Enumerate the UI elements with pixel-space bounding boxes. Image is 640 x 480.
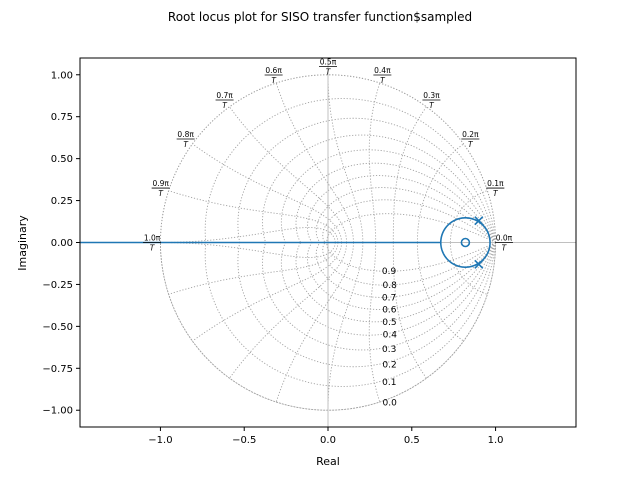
damping-label: 0.5 [382,318,396,328]
damping-label: 0.7 [382,293,396,303]
wn-label-numerator: 0.0π [496,234,513,243]
natural-frequency-curve [327,242,364,411]
wn-label-numerator: 0.6π [265,66,282,75]
wn-label-denominator: T [222,101,228,110]
y-axis-label: Imaginary [16,215,29,271]
y-tick-label: 0.50 [51,154,73,165]
wn-label-numerator: 0.3π [423,91,440,100]
damping-curve [204,98,497,243]
damping-label: 0.8 [383,281,398,291]
natural-frequency-curve [275,82,354,243]
damping-curve [280,149,496,243]
damping-label: 0.3 [382,345,396,355]
damping-curve [326,213,496,243]
wn-label-denominator: T [271,76,277,85]
damping-curve [322,242,496,286]
damping-label: 0.9 [382,267,397,277]
wn-label-numerator: 0.4π [374,66,391,75]
natural-frequency-curve [392,242,427,379]
y-tick-label: 0.00 [51,238,73,249]
y-tick-label: −1.00 [42,406,73,417]
natural-frequency-curve [368,82,381,243]
natural-frequency-curve [160,242,336,258]
natural-frequency-curve [168,190,339,243]
damping-curve [315,242,496,298]
wn-label-denominator: T [493,189,499,198]
damping-curve [262,134,496,243]
wn-label-numerator: 0.5π [320,57,337,66]
wn-label-numerator: 0.9π [152,179,169,188]
damping-curve [295,242,496,323]
wn-label-denominator: T [158,189,164,198]
wn-label-denominator: T [150,244,156,253]
damping-curve [322,199,496,243]
wn-label-numerator: 0.8π [177,130,194,139]
natural-frequency-curve [192,242,343,342]
wn-label-denominator: T [183,140,189,149]
x-tick-label: 0.5 [404,435,420,446]
wn-label-numerator: 0.1π [487,179,504,188]
y-tick-label: 0.25 [51,196,73,207]
y-tick-label: −0.75 [42,364,73,375]
wn-label-denominator: T [502,244,508,253]
natural-frequency-curve [449,242,488,295]
natural-frequency-curve [416,143,464,243]
damping-label: 0.6 [382,305,397,315]
wn-label-numerator: 1.0π [144,234,161,243]
natural-frequency-curve [327,74,364,243]
damping-curve [237,117,497,243]
wn-label-denominator: T [468,140,474,149]
natural-frequency-curve [168,242,339,295]
y-tick-label: 0.75 [51,112,73,123]
damping-label: 0.0 [383,398,398,408]
natural-frequency-curve [368,242,381,403]
y-tick-label: −0.25 [42,280,73,291]
y-tick-label: 1.00 [51,70,73,81]
natural-frequency-curve [192,143,343,243]
damping-curve [315,187,496,243]
damping-curve [159,242,497,411]
natural-frequency-curve [392,106,427,243]
damping-curve [204,242,497,387]
damping-label: 0.2 [382,360,396,370]
damping-curve [306,242,496,310]
natural-frequency-curve [160,227,336,243]
damping-curve [237,242,497,368]
damping-curve [326,242,496,272]
damping-label: 0.4 [383,331,398,341]
natural-frequency-curve [416,242,464,342]
natural-frequency-curve [275,242,354,403]
wn-label-numerator: 0.7π [216,91,233,100]
damping-curve [306,175,496,243]
natural-frequency-curve [449,190,488,243]
locus [80,216,491,269]
x-tick-label: −1.0 [148,435,172,446]
grid-labels: 0.90.80.70.60.50.40.30.20.10.00.0πT0.1πT… [143,57,513,408]
x-axis-label: Real [316,455,340,468]
ticks: −1.0 −0.5 0.0 0.5 1.0 1.00 0.75 0.50 0.25 0.00 −0.… [42,70,503,446]
wn-label-denominator: T [326,67,332,76]
wn-label-numerator: 0.2π [462,130,479,139]
x-tick-label: −0.5 [232,435,256,446]
pole-marker [474,216,484,226]
chart-title: Root locus plot for SISO transfer functi… [168,10,472,24]
damping-curve [262,242,496,351]
natural-frequency-curve [229,106,348,243]
zgrid [159,74,497,411]
natural-frequency-curve [229,242,348,379]
pole-marker [474,259,484,269]
wn-label-denominator: T [380,76,386,85]
y-tick-label: −0.50 [42,322,73,333]
zero-marker [460,237,471,248]
damping-curve [295,162,496,243]
x-tick-label: 1.0 [488,435,504,446]
damping-curve [159,74,497,243]
x-tick-label: 0.0 [320,435,336,446]
wn-label-denominator: T [429,101,435,110]
damping-label: 0.1 [382,378,396,388]
